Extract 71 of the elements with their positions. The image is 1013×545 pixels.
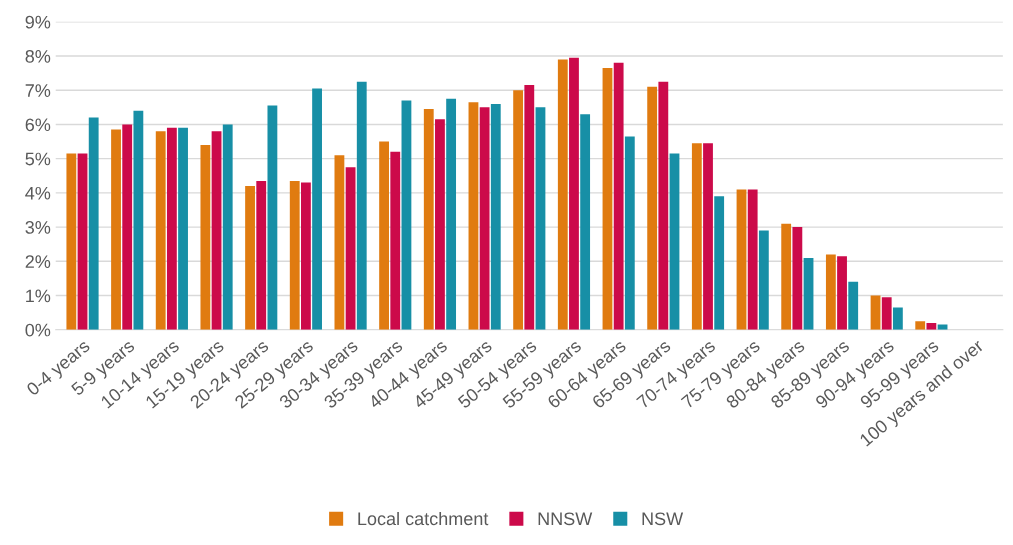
y-tick-label: 6%: [25, 118, 51, 132]
bar: [379, 141, 390, 330]
bar: [837, 256, 847, 330]
bar: [658, 81, 669, 330]
y-tick-label: 0%: [25, 323, 51, 337]
bar: [669, 153, 680, 330]
bar: [479, 107, 490, 330]
bar: [300, 182, 311, 330]
bar: [557, 59, 568, 330]
bar: [647, 86, 658, 330]
bar: [624, 136, 635, 330]
bar: [803, 257, 814, 330]
bar: [166, 127, 177, 330]
y-tick-label: 5%: [25, 152, 51, 166]
bar: [569, 57, 579, 330]
legend-label: Local catchment: [358, 511, 489, 526]
bar: [446, 98, 457, 330]
bar: [356, 81, 367, 330]
bar: [468, 102, 479, 330]
bar: [602, 67, 613, 330]
y-tick-label: 7%: [25, 84, 51, 97]
bar: [111, 129, 121, 330]
bar: [334, 155, 345, 330]
bar: [747, 189, 758, 330]
bar: [580, 114, 591, 330]
bar: [714, 196, 725, 330]
bar: [703, 143, 713, 330]
y-tick-label: 8%: [25, 49, 51, 63]
bar: [915, 321, 926, 330]
legend-label: NNSW: [538, 512, 593, 526]
bar: [691, 143, 702, 330]
y-tick-label: 4%: [25, 186, 51, 200]
bar: [490, 103, 501, 330]
bar: [345, 167, 356, 330]
bar: [881, 297, 892, 330]
bar: [289, 180, 300, 330]
bar: [245, 186, 255, 330]
bar: [435, 119, 445, 330]
bar: [222, 124, 233, 330]
bar: [736, 189, 747, 330]
y-tick-label: 3%: [25, 221, 51, 234]
bar: [825, 254, 836, 330]
bar: [155, 131, 166, 330]
bar: [892, 307, 903, 330]
bar: [77, 153, 88, 330]
bar: [758, 230, 769, 330]
bar: [88, 117, 99, 330]
bar: [792, 227, 803, 330]
bar: [535, 107, 546, 330]
bar: [256, 180, 267, 330]
bar: [513, 90, 524, 330]
bar: [926, 322, 937, 330]
bar: [178, 127, 188, 330]
bar: [848, 281, 859, 330]
bar: [781, 223, 792, 330]
bar: [423, 109, 434, 330]
bar: [267, 105, 278, 330]
bar: [613, 62, 624, 330]
y-tick-label: 1%: [26, 289, 51, 303]
bar: [390, 151, 401, 330]
bar: [122, 124, 133, 330]
bar: [401, 100, 412, 330]
bar: [133, 110, 144, 330]
bar: [66, 153, 77, 330]
y-tick-label: 9%: [25, 15, 51, 29]
bar: [524, 85, 535, 330]
bar: [312, 88, 322, 330]
bar: [211, 131, 222, 330]
y-tick-label: 2%: [25, 255, 51, 268]
legend-label: NSW: [642, 512, 684, 526]
bar: [200, 144, 211, 330]
